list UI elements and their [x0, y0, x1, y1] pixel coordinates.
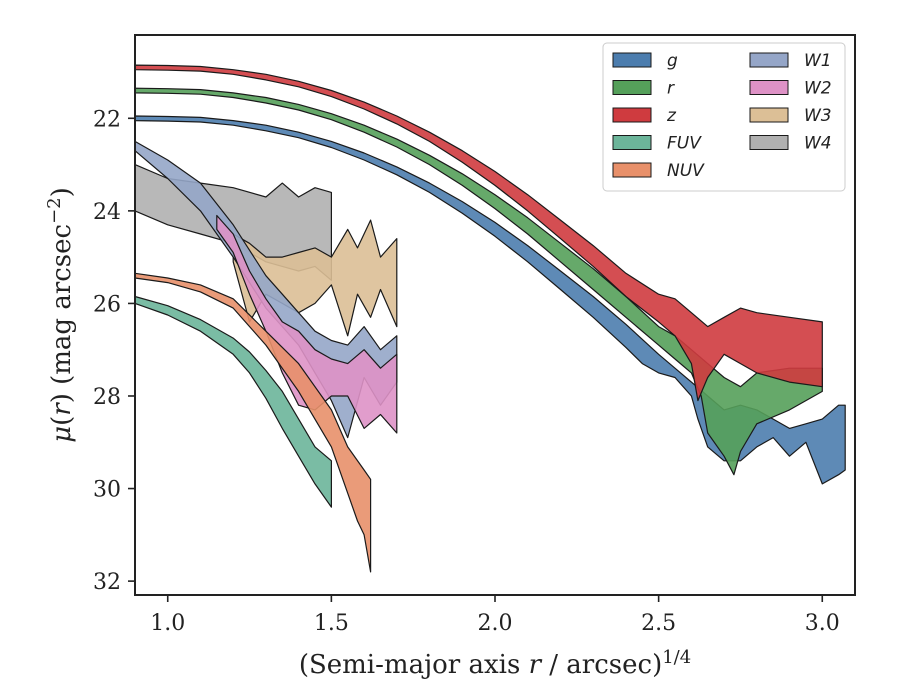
- legend-label-nuv: NUV: [667, 161, 705, 181]
- y-tick-label: 22: [93, 107, 121, 132]
- x-tick-label: 2.0: [478, 611, 513, 636]
- legend-label-w2: W2: [804, 79, 832, 99]
- legend-label-g: g: [667, 51, 678, 71]
- band-fuv: [134, 295, 332, 508]
- legend-swatch-z: [612, 107, 652, 123]
- legend-swatch-fuv: [612, 135, 652, 150]
- legend-swatch-w1: [749, 52, 789, 68]
- x-tick-label: 1.5: [314, 611, 349, 636]
- y-tick-label: 24: [93, 200, 121, 225]
- x-axis-label: (Semi-major axis r / arcsec)1/4: [299, 647, 691, 680]
- band-g: [134, 115, 846, 485]
- legend-swatch-r: [612, 80, 652, 95]
- x-axis: 1.0 1.5 2.0 2.5 3.0: [150, 595, 840, 636]
- x-tick-label: 1.0: [150, 611, 185, 636]
- x-tick-label: 2.5: [641, 611, 676, 636]
- bands-layer: [134, 64, 846, 573]
- legend-label-fuv: FUV: [667, 134, 702, 154]
- band-r: [134, 87, 823, 476]
- legend-swatch-nuv: [612, 162, 652, 178]
- y-tick-label: 26: [93, 292, 121, 317]
- band-nuv: [134, 272, 372, 573]
- legend-swatch-g: [612, 52, 652, 68]
- legend-swatch-w4: [749, 135, 789, 150]
- legend-swatch-w3: [749, 107, 789, 123]
- legend-label-w4: W4: [804, 134, 832, 154]
- band-z: [134, 64, 823, 402]
- y-tick-label: 28: [93, 385, 121, 410]
- legend-label-z: z: [666, 106, 677, 126]
- legend-label-w3: W3: [804, 106, 832, 126]
- legend-label-r: r: [667, 79, 675, 99]
- legend-label-w1: W1: [804, 51, 832, 71]
- y-tick-label: 30: [93, 478, 121, 503]
- legend-swatch-w2: [749, 80, 789, 95]
- y-axis: 22 24 26 28 30 32: [93, 107, 135, 595]
- legend: grz FUV NUV W1 W2 W3 W4: [602, 42, 846, 192]
- y-axis-label: μ(r) (mag arcsec−2): [44, 187, 77, 443]
- y-tick-label: 32: [93, 570, 121, 595]
- x-tick-label: 3.0: [805, 611, 840, 636]
